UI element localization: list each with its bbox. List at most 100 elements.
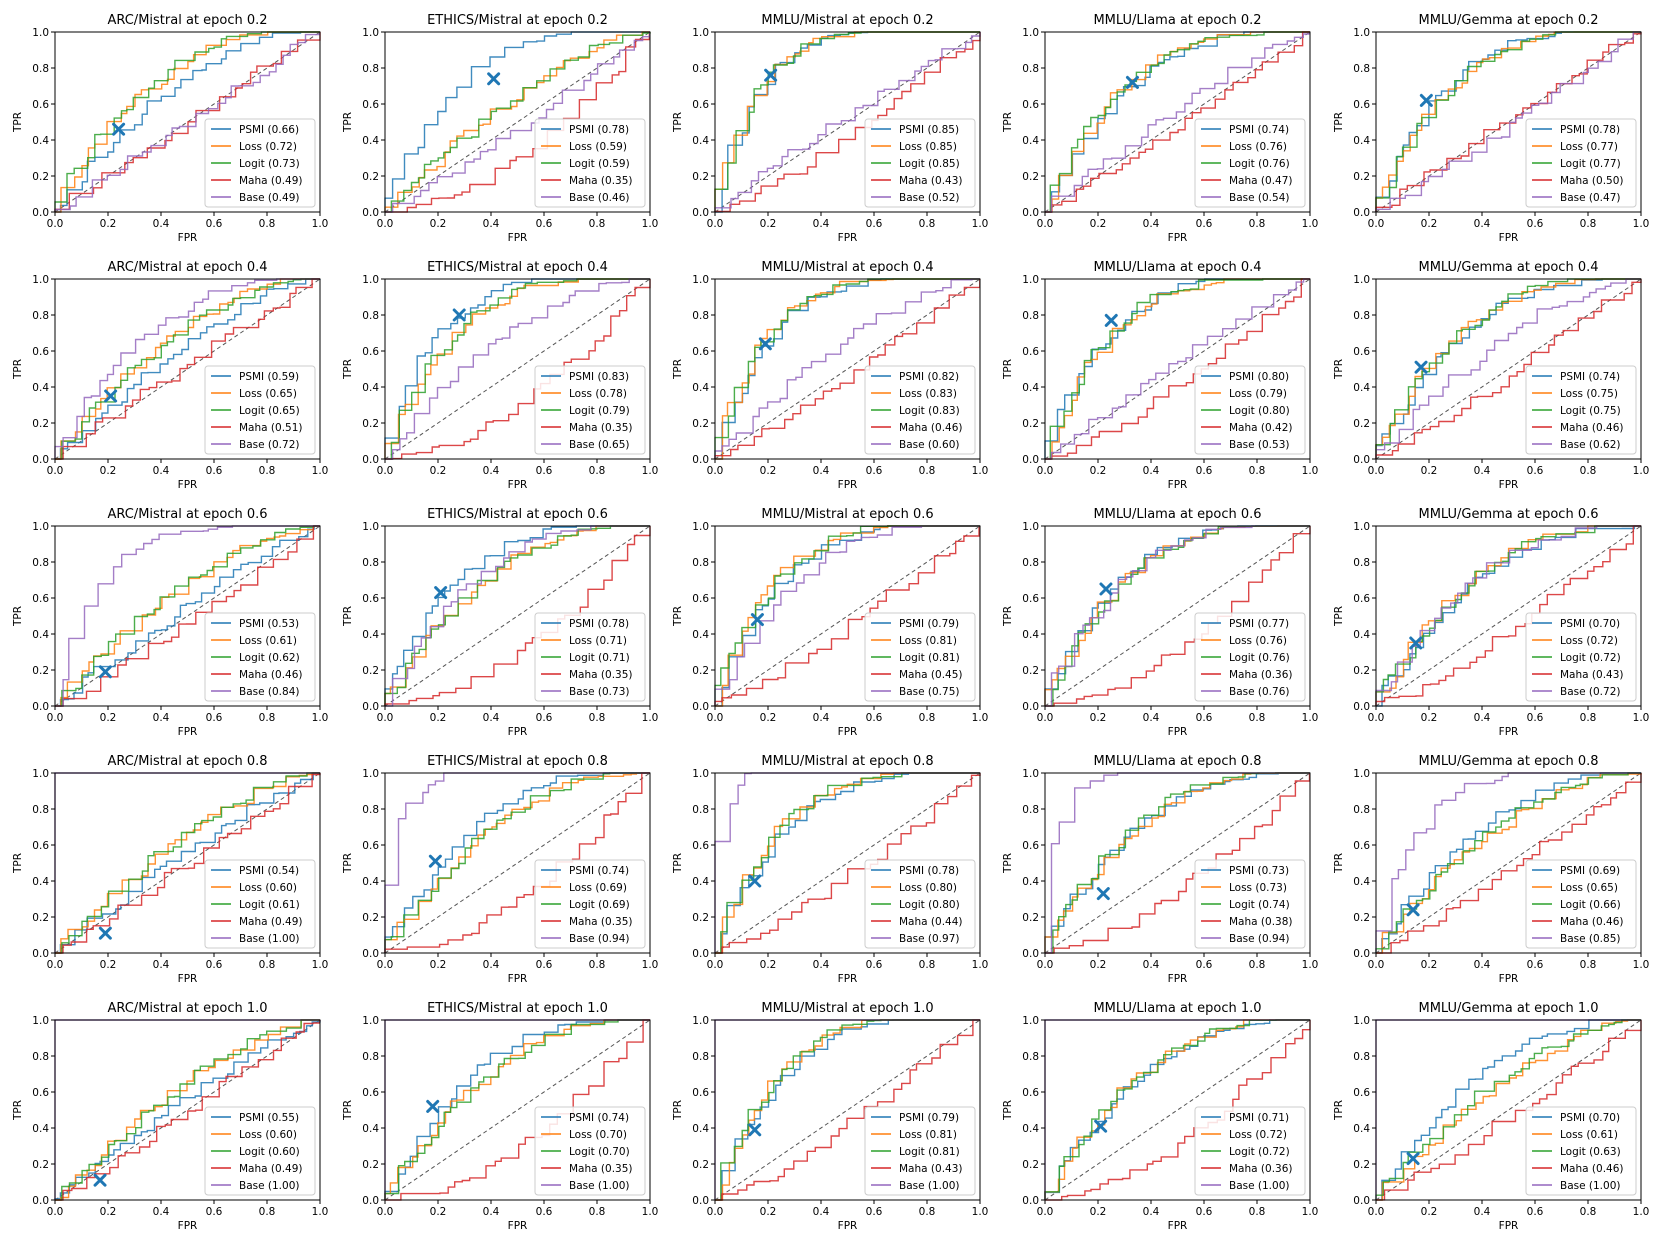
x-tick-label: 0.0 [707, 465, 724, 477]
operating-point-marker [1419, 93, 1433, 107]
y-axis-label: TPR [1333, 1100, 1345, 1121]
x-tick-label: 1.0 [642, 465, 659, 477]
roc-curve-logit [55, 1019, 320, 1201]
legend-entry-logit: Logit (0.69) [569, 899, 630, 911]
roc-curve-psmi [1376, 1019, 1641, 1201]
y-tick-label: 0.8 [32, 1051, 49, 1063]
chart-title: MMLU/Gemma at epoch 0.2 [1418, 13, 1598, 28]
x-tick-label: 0.8 [259, 959, 276, 971]
chart-title: MMLU/Mistral at epoch 1.0 [761, 1001, 933, 1016]
plot-frame [1044, 31, 1311, 213]
legend-entry-logit: Logit (0.80) [1229, 405, 1290, 417]
y-tick-label: 0.8 [1022, 804, 1039, 816]
x-tick-label: 0.6 [1196, 712, 1213, 724]
x-tick-label: 0.4 [153, 1206, 170, 1218]
x-tick-label: 0.4 [1474, 959, 1491, 971]
y-tick-label: 1.0 [362, 27, 379, 39]
roc-chart-r1-c0: ARC/Mistral at epoch 0.4 0.00.0 0.2 0.2 0.4 0… [12, 260, 328, 491]
legend-entry-maha: Maha (0.49) [239, 1163, 303, 1175]
roc-curve-psmi [1375, 278, 1641, 459]
y-tick-label: 0.2 [32, 665, 49, 677]
y-tick-label: 0.4 [692, 876, 709, 888]
plot-frame [1044, 525, 1311, 707]
x-tick-label: 0.8 [1249, 1206, 1266, 1218]
legend-entry-psmi: PSMI (0.80) [1229, 371, 1289, 383]
x-axis-label: FPR [1168, 973, 1188, 985]
x-tick-label: 0.8 [589, 465, 606, 477]
y-tick-label: 1.0 [1022, 1015, 1039, 1027]
x-axis-label: FPR [508, 1220, 528, 1232]
roc-curve-maha [1375, 32, 1642, 212]
legend-entry-loss: Loss (0.72) [1560, 635, 1618, 647]
x-axis-label: FPR [838, 973, 858, 985]
x-tick-label: 0.8 [259, 712, 276, 724]
legend-entry-maha: Maha (0.36) [1229, 669, 1293, 681]
roc-curve-maha [1376, 773, 1642, 954]
legend-entry-maha: Maha (0.45) [899, 669, 963, 681]
y-axis-label: TPR [1002, 606, 1014, 627]
x-tick-label: 1.0 [1633, 1206, 1650, 1218]
legend-entry-psmi: PSMI (0.73) [1229, 865, 1289, 877]
legend-entry-base: Base (0.73) [569, 686, 629, 698]
roc-curve-maha [1045, 1020, 1311, 1201]
chart-title: MMLU/Mistral at epoch 0.8 [761, 754, 933, 769]
x-tick-label: 1.0 [1633, 465, 1650, 477]
legend-entry-loss: Loss (0.65) [239, 388, 297, 400]
legend-entry-maha: Maha (0.49) [239, 175, 303, 187]
operating-point-marker [1414, 360, 1428, 374]
y-tick-label: 0.0 [1022, 948, 1039, 960]
legend: PSMI (0.80) Loss (0.79) Logit (0.80) Maha (… [1194, 365, 1306, 455]
y-tick-label: 0.2 [362, 912, 379, 924]
legend: PSMI (0.85) Loss (0.85) Logit (0.85) Maha (… [864, 118, 976, 208]
x-tick-label: 0.2 [1421, 465, 1438, 477]
roc-curve-base [1375, 278, 1641, 459]
y-tick-label: 1.0 [1353, 768, 1370, 780]
x-tick-label: 1.0 [1633, 712, 1650, 724]
chart-title: MMLU/Llama at epoch 0.8 [1093, 754, 1261, 769]
legend-entry-logit: Logit (0.72) [1229, 1146, 1290, 1158]
roc-curve-maha [714, 525, 981, 706]
roc-curve-maha [385, 31, 651, 213]
roc-curve-logit [384, 1019, 650, 1200]
y-axis-label: TPR [672, 1100, 684, 1121]
y-tick-label: 1.0 [362, 768, 379, 780]
x-tick-label: 0.6 [1196, 218, 1213, 230]
y-tick-label: 0.4 [1353, 382, 1370, 394]
legend-entry-psmi: PSMI (0.78) [1560, 124, 1620, 136]
operating-point-marker [428, 854, 442, 868]
roc-curve-psmi [55, 772, 320, 954]
y-axis-label: TPR [1002, 359, 1014, 380]
x-tick-label: 0.6 [1527, 712, 1544, 724]
roc-chart-r2-c3: MMLU/Llama at epoch 0.6 0.00.0 0.2 0.2 0.4 0.… [1002, 507, 1318, 738]
y-tick-label: 0.2 [362, 665, 379, 677]
x-tick-label: 0.0 [1037, 712, 1054, 724]
y-tick-label: 0.4 [1022, 1123, 1039, 1135]
x-tick-label: 0.0 [47, 218, 64, 230]
y-axis-label: TPR [342, 112, 354, 133]
roc-curve-psmi [1376, 772, 1641, 954]
y-tick-label: 0.6 [362, 99, 379, 111]
roc-chart-r2-c2: MMLU/Mistral at epoch 0.6 0.00.0 0.2 0.2 0.4… [672, 507, 988, 738]
y-tick-label: 0.6 [1353, 1087, 1370, 1099]
legend-entry-base: Base (1.00) [239, 1180, 299, 1192]
roc-curve-base [385, 31, 651, 213]
y-tick-label: 0.4 [32, 382, 49, 394]
roc-curve-logit [55, 772, 320, 954]
y-tick-label: 1.0 [362, 274, 379, 286]
y-tick-label: 0.6 [1353, 840, 1370, 852]
diagonal-reference-line [54, 31, 321, 213]
y-tick-label: 0.2 [692, 171, 709, 183]
operating-point-marker [1406, 903, 1420, 917]
x-tick-label: 0.2 [100, 218, 117, 230]
y-tick-label: 1.0 [692, 768, 709, 780]
chart-title: ARC/Mistral at epoch 1.0 [107, 1001, 267, 1016]
x-tick-label: 1.0 [642, 218, 659, 230]
roc-curve-loss [384, 772, 650, 953]
x-axis-label: FPR [1168, 479, 1188, 491]
x-tick-label: 0.4 [153, 218, 170, 230]
y-tick-label: 0.6 [362, 840, 379, 852]
legend-entry-loss: Loss (0.60) [239, 882, 297, 894]
legend-entry-loss: Loss (0.80) [899, 882, 957, 894]
roc-chart-r1-c4: MMLU/Gemma at epoch 0.4 0.00.0 0.2 0.2 0.4 0.… [1333, 260, 1649, 491]
y-tick-label: 0.8 [692, 804, 709, 816]
